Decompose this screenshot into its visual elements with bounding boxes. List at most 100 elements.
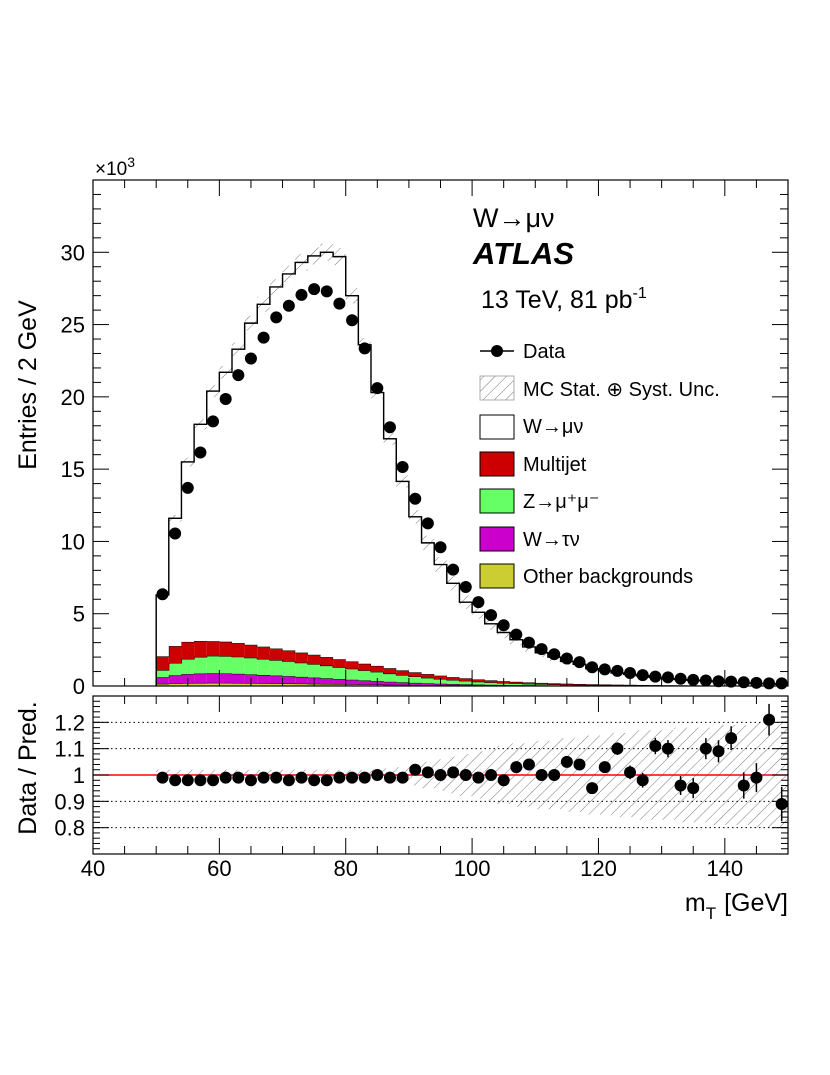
x-tick-label: 60 xyxy=(207,856,231,881)
ratio-point xyxy=(383,771,396,784)
stack-bar xyxy=(522,646,536,683)
stack-bar xyxy=(371,392,384,666)
stack-bar xyxy=(510,683,523,686)
ratio-point xyxy=(282,774,295,787)
stack-bar xyxy=(522,682,536,684)
stack-bar xyxy=(510,639,523,682)
data-point xyxy=(674,672,687,685)
stack-bar xyxy=(472,681,485,685)
data-point xyxy=(295,288,308,301)
stack-bar xyxy=(535,684,548,686)
ratio-point xyxy=(396,771,409,784)
stack-bar xyxy=(257,683,270,686)
stack-bar xyxy=(194,641,207,657)
data-point xyxy=(737,676,750,689)
ratio-point xyxy=(586,782,599,795)
legend-w-tau-nu: W→τν xyxy=(479,526,580,552)
stack-bar xyxy=(434,675,447,679)
stack-bar xyxy=(383,673,397,682)
ratio-point xyxy=(371,769,384,781)
stack-bar xyxy=(345,679,359,685)
ratio-point xyxy=(207,774,220,787)
data-point xyxy=(725,675,738,688)
ratio-point xyxy=(598,761,611,774)
stack-bar xyxy=(434,564,447,676)
svg-text:MC Stat. ⊕ Syst. Unc.: MC Stat. ⊕ Syst. Unc. xyxy=(523,379,720,401)
ratio-point xyxy=(421,766,434,779)
stack-bar xyxy=(358,663,371,671)
ratio-y-tick-label: 1.1 xyxy=(54,737,85,762)
data-point xyxy=(775,677,788,690)
stack-bar xyxy=(446,684,460,686)
stack-bar xyxy=(194,656,207,674)
ratio-y-tick-label: 1.2 xyxy=(54,710,85,735)
ratio-point xyxy=(737,779,750,792)
data-point xyxy=(636,669,649,682)
ratio-panel: 0.80.911.11.2 40 60 80 100 120 140 Data / Pre… xyxy=(14,695,789,923)
stack-bar xyxy=(295,683,308,686)
stack-bar xyxy=(156,656,169,671)
stack-bar xyxy=(168,683,182,686)
data-point xyxy=(624,666,637,679)
y-tick-label: 5 xyxy=(73,602,85,627)
stack-bar xyxy=(194,682,207,686)
data-point xyxy=(421,517,434,530)
stack-bar xyxy=(421,677,435,684)
stack-bar xyxy=(206,673,220,683)
stack-bar xyxy=(345,684,359,686)
stack-bar xyxy=(257,304,270,647)
data-point xyxy=(409,492,422,505)
stack-bar xyxy=(472,679,485,682)
data-point xyxy=(535,643,548,656)
stack-bar xyxy=(282,676,296,684)
stack-bar xyxy=(282,650,296,662)
stack-bar xyxy=(497,632,510,682)
x-tick-label: 100 xyxy=(454,856,491,881)
data-point xyxy=(661,671,674,684)
ratio-point xyxy=(434,769,447,781)
ratio-y-ticks: 0.80.911.11.2 xyxy=(54,700,788,850)
stack-bar xyxy=(333,659,346,668)
legend-z-mumu: Z→μ⁺μ⁻ xyxy=(479,488,599,514)
stack-bar xyxy=(320,657,334,666)
y-tick-label: 10 xyxy=(61,529,85,554)
stack-bar xyxy=(232,349,245,644)
stack-bar xyxy=(257,675,270,684)
data-point xyxy=(699,674,712,687)
ratio-point xyxy=(169,774,182,787)
data-point xyxy=(510,628,523,641)
x-axis-title: mT [GeV] xyxy=(685,889,788,923)
ratio-gridlines xyxy=(93,721,788,829)
stack-bar xyxy=(295,662,308,677)
stack-bar xyxy=(333,679,346,685)
data-point xyxy=(763,677,776,690)
data-point xyxy=(712,675,725,688)
ratio-point xyxy=(725,732,738,745)
stack-bar xyxy=(472,612,485,680)
ratio-point xyxy=(699,742,712,755)
ratio-point xyxy=(270,771,283,784)
stack-bar xyxy=(446,583,460,678)
stack-bar xyxy=(383,684,397,686)
data-point xyxy=(257,331,270,344)
stack-bar xyxy=(307,654,321,665)
data-point xyxy=(459,580,472,593)
x-tick-label: 120 xyxy=(580,856,617,881)
stack-bar xyxy=(396,481,409,671)
legend-multijet: Multijet xyxy=(479,451,587,477)
ratio-point xyxy=(573,758,586,771)
stack-bar xyxy=(510,681,523,684)
stack-bar xyxy=(345,295,359,662)
stack-bar xyxy=(320,678,334,684)
data-point xyxy=(611,664,624,677)
stack-bar xyxy=(232,643,245,657)
data-point xyxy=(649,670,662,683)
data-point xyxy=(207,415,220,428)
data-point xyxy=(244,352,257,365)
ratio-point xyxy=(333,771,346,784)
main-y-ticks: 0 5 10 15 20 25 30 xyxy=(61,193,788,699)
data-point xyxy=(497,619,510,632)
stack-bar xyxy=(383,681,397,685)
data-point xyxy=(333,297,346,310)
